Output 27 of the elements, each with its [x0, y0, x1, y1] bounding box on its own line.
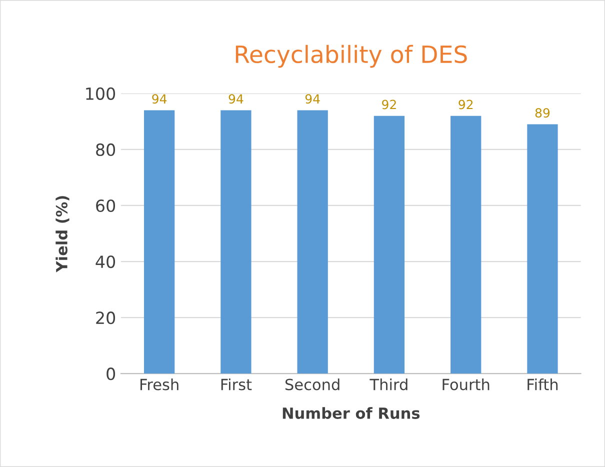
y-tick-label: 100 — [86, 87, 116, 100]
data-label: 92 — [458, 100, 473, 110]
bar — [527, 124, 558, 374]
bar — [297, 110, 328, 374]
chart-title: Recyclability of DES — [236, 44, 467, 68]
y-tick-label: 0 — [106, 368, 116, 380]
y-tick-label: 20 — [96, 312, 116, 324]
bar — [450, 116, 482, 374]
x-tick-label: First — [221, 378, 252, 390]
x-tick-label: Second — [285, 378, 340, 390]
bar — [144, 110, 175, 374]
y-tick-label: 60 — [96, 199, 116, 212]
x-tick-label: Fresh — [140, 378, 178, 390]
x-tick-label: Third — [370, 378, 408, 390]
data-label: 94 — [305, 94, 320, 104]
y-axis-title: Yield (%) — [56, 196, 70, 272]
data-label: 94 — [228, 94, 244, 104]
data-label: 94 — [152, 94, 167, 104]
bar — [220, 110, 252, 374]
bar — [374, 116, 405, 374]
x-axis-title: Number of Runs — [282, 407, 420, 419]
data-label: 89 — [535, 108, 550, 118]
x-tick-label: Fourth — [442, 378, 490, 390]
data-label: 92 — [382, 100, 396, 110]
y-tick-label: 80 — [96, 143, 116, 156]
y-tick-label: 40 — [96, 255, 116, 268]
x-tick-label: Fifth — [528, 378, 558, 390]
